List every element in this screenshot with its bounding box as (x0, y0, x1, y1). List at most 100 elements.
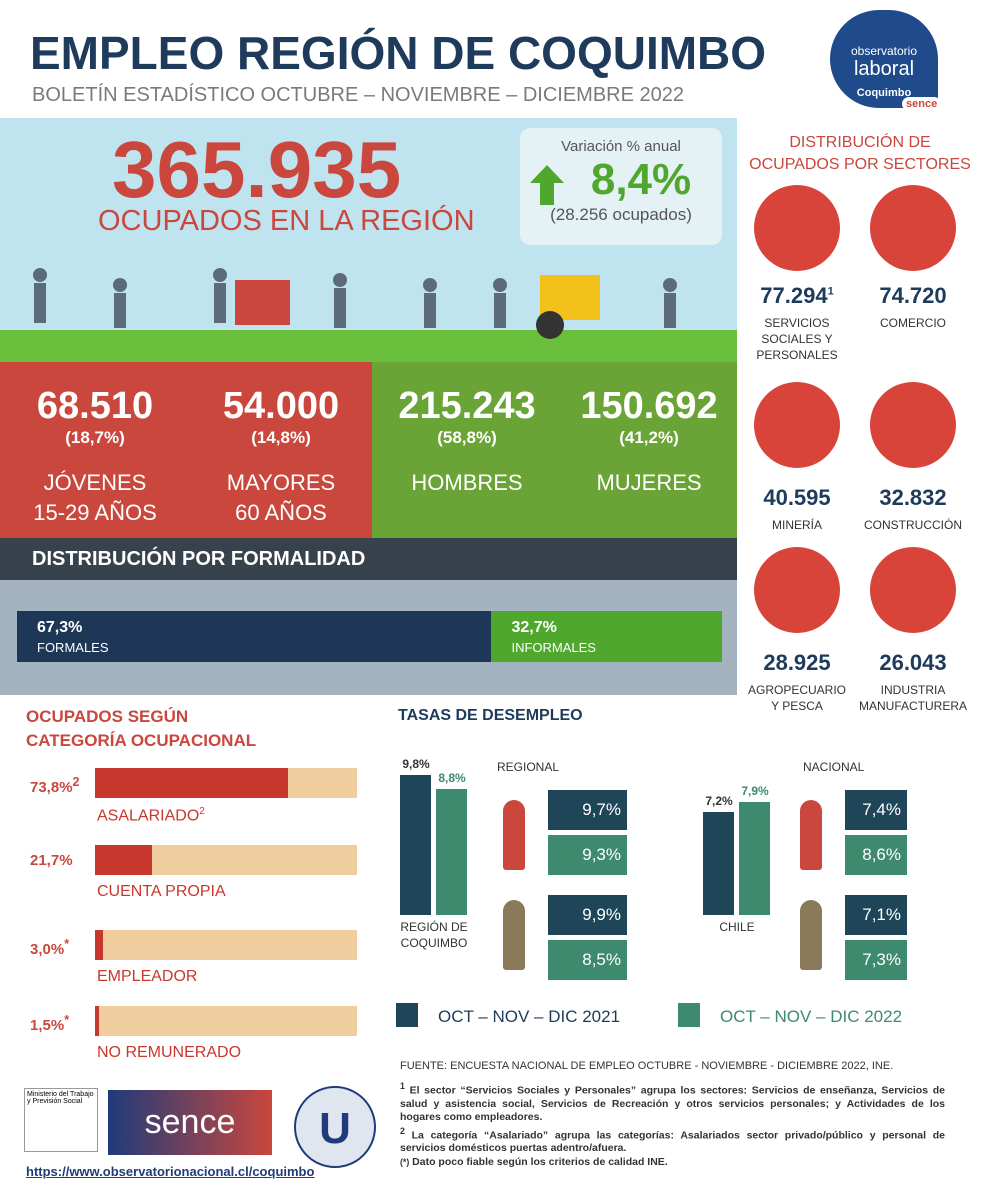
formality-name: INFORMALES (511, 640, 596, 655)
person-icon (800, 900, 822, 970)
formality-band (0, 538, 737, 580)
category-bar (95, 768, 289, 798)
group-label: MAYORES (226, 470, 336, 495)
svg-text:U: U (319, 1104, 351, 1153)
rate-box: 8,5% (548, 940, 627, 980)
note-mark: 1 (827, 285, 834, 298)
note-text: Dato poco fiable según los criterios de … (412, 1156, 668, 1168)
subtitle: BOLETÍN ESTADÍSTICO OCTUBRE – NOVIEMBRE … (32, 84, 685, 106)
unemployment-title: TASAS DE DESEMPLEO (398, 707, 583, 724)
group-value: 215.243 (398, 385, 536, 427)
ministry-text: Ministerio del Trabajo y Previsión Socia… (27, 1091, 94, 1105)
variation-detail: (28.256 ocupados) (550, 205, 692, 224)
legend-swatch (678, 1003, 700, 1027)
sence-text: sence (144, 1103, 236, 1141)
notes: 1 El sector “Servicios Sociales y Person… (400, 1080, 945, 1170)
sector-name: INDUSTRIA (880, 683, 946, 697)
sector-name: Y PESCA (771, 699, 823, 713)
sector-value: 40.595 (737, 485, 857, 511)
rate-label: 7,9% (741, 784, 769, 799)
category-value: 21,7% (30, 852, 73, 869)
category-name-text: NO REMUNERADO (97, 1044, 242, 1061)
sector-value: 74.720 (853, 283, 973, 309)
sector-value-text: 77.294 (760, 283, 828, 308)
rate-box: 9,9% (548, 895, 627, 935)
sector-value-text: 28.925 (763, 650, 831, 675)
people-illustration (33, 268, 677, 339)
formality-label: 67,3% (37, 619, 83, 636)
panel-title: NACIONAL (803, 760, 865, 774)
sector-value: 77.2941 (737, 283, 857, 309)
category-bar (95, 930, 103, 960)
note-mark: * (64, 937, 70, 951)
note-mark: 2 (400, 1125, 405, 1136)
note: 2 La categoría “Asalariado” agrupa las c… (400, 1125, 945, 1156)
formality-segment: 67,3% FORMALES (17, 611, 492, 662)
rate-box: 9,7% (548, 790, 627, 830)
group-label: 15-29 AÑOS (33, 500, 157, 525)
note-mark: 2 (199, 806, 205, 817)
group-value: 54.000 (222, 385, 340, 427)
sector-value-text: 74.720 (879, 283, 947, 308)
category-name: CUENTA PROPIA (97, 883, 226, 901)
note-mark: 1 (400, 1081, 405, 1091)
category-value-text: 1,5% (30, 1017, 65, 1034)
legend-swatch (396, 1003, 418, 1027)
note-text: El sector “Servicios Sociales y Personal… (400, 1084, 945, 1123)
url[interactable]: https://www.observatorionacional.cl/coqu… (26, 1164, 315, 1179)
person-icon (800, 800, 822, 870)
group-share: (14,8%) (251, 428, 311, 447)
university-logo: U (294, 1086, 376, 1168)
sex-panel (372, 362, 737, 538)
age-panel (0, 362, 372, 538)
rate-label: 9,8% (402, 756, 430, 771)
group-share: (41,2%) (619, 428, 679, 447)
category-name-text: EMPLEADOR (97, 968, 198, 985)
ministry-logo: Ministerio del Trabajo y Previsión Socia… (24, 1088, 98, 1152)
category-name-text: CUENTA PROPIA (97, 883, 226, 900)
rate-bar (436, 789, 467, 915)
group-label: JÓVENES (43, 470, 147, 495)
category-bar (95, 845, 152, 875)
category-value: 3,0%* (30, 937, 69, 958)
group-label: MUJERES (596, 470, 702, 495)
category-name: EMPLEADOR (97, 968, 197, 986)
person-icon (503, 900, 525, 970)
rate-bar (400, 774, 431, 915)
area-name: CHILE (719, 920, 755, 934)
rate-bar (739, 802, 770, 915)
sector-icon (870, 382, 956, 468)
note: (*) Dato poco fiable según los criterios… (400, 1156, 945, 1169)
logo-region: Coquimbo (856, 87, 912, 99)
formality-bar: 67,3% FORMALES 32,7% INFORMALES (17, 611, 722, 662)
sectors-title: OCUPADOS POR SECTORES (749, 156, 971, 173)
person-icon (503, 800, 525, 870)
total-label: OCUPADOS EN LA REGIÓN (98, 205, 475, 237)
sector-value-text: 40.595 (763, 485, 831, 510)
rate-box: 8,6% (845, 835, 907, 875)
category-track (95, 930, 357, 960)
formality-name: FORMALES (37, 640, 109, 655)
category-value: 73,8%2 (30, 775, 80, 796)
categories-title: OCUPADOS SEGÚN (26, 707, 189, 726)
source: FUENTE: ENCUESTA NACIONAL DE EMPLEO OCTU… (400, 1060, 894, 1072)
note: 1 El sector “Servicios Sociales y Person… (400, 1080, 945, 1124)
sector-name: MANUFACTURERA (858, 699, 967, 713)
category-name-text: ASALARIADO (97, 807, 200, 825)
sector-icon (754, 547, 840, 633)
sector-value: 26.043 (853, 650, 973, 676)
sector-icon (754, 382, 840, 468)
group-value: 150.692 (580, 385, 718, 427)
category-track (95, 1006, 357, 1036)
sector-value: 32.832 (853, 485, 973, 511)
group-share: (58,8%) (437, 428, 497, 447)
note-mark: (*) (400, 1157, 410, 1167)
categories-title: CATEGORÍA OCUPACIONAL (26, 731, 257, 750)
note-text: La categoría “Asalariado” agrupa las cat… (400, 1129, 946, 1154)
sector-name: MINERÍA (771, 518, 822, 532)
sector-value-text: 26.043 (879, 650, 947, 675)
sector-name: COMERCIO (880, 316, 946, 330)
category-value: 1,5%* (30, 1013, 69, 1034)
rate-label: 8,8% (438, 771, 466, 786)
category-name: NO REMUNERADO (97, 1044, 241, 1062)
